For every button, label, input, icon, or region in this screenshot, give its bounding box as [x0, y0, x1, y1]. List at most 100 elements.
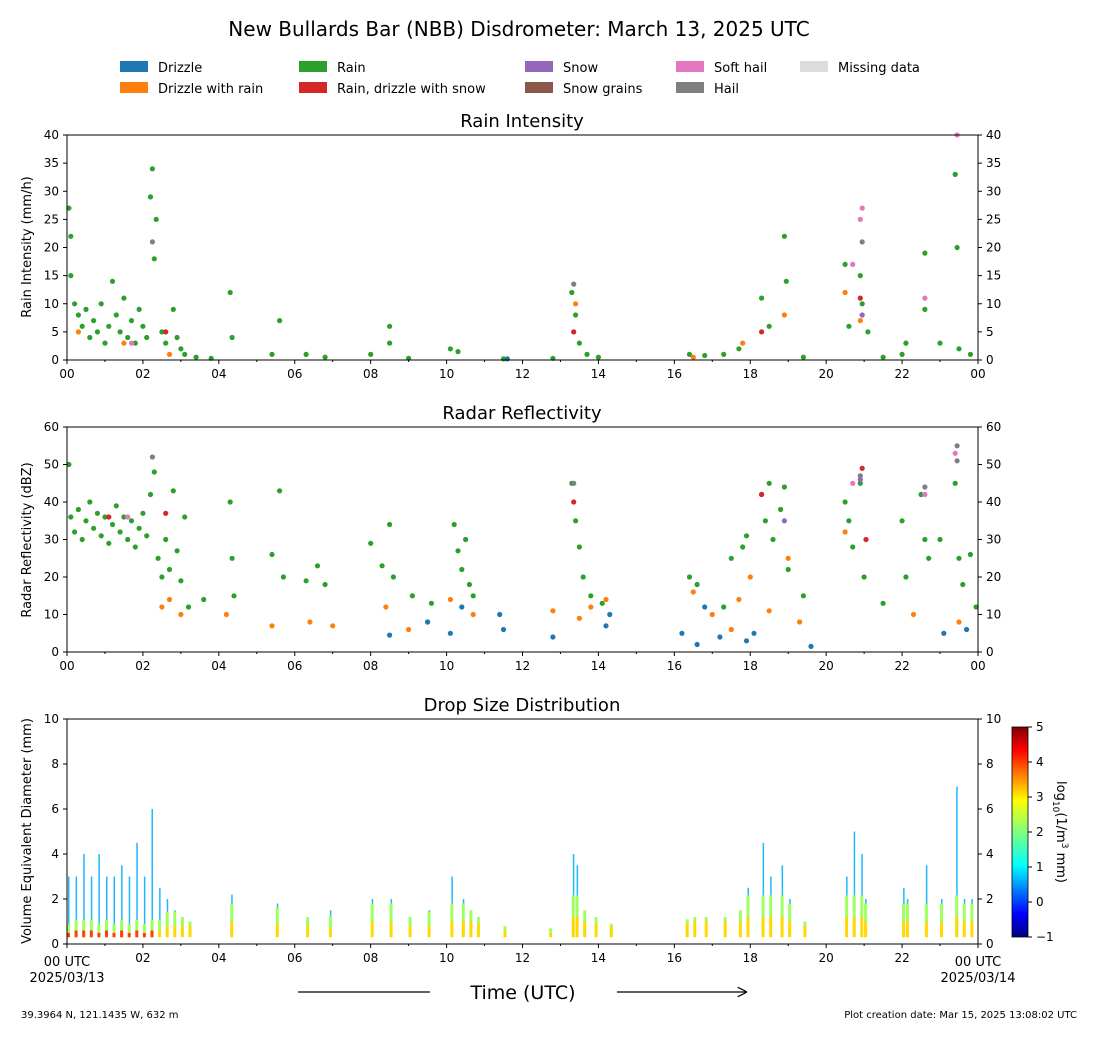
data-point	[314, 563, 321, 569]
data-point	[842, 499, 848, 505]
dsd-cell-core	[89, 930, 93, 938]
y-tick-label: 2	[51, 892, 59, 906]
data-point	[159, 329, 165, 335]
dsd-cell-tail	[762, 842, 765, 896]
data-point	[857, 295, 863, 301]
data-point	[736, 346, 742, 352]
dsd-cell-mid	[74, 919, 78, 931]
data-point	[121, 340, 127, 346]
y-tick-label-right: 15	[986, 269, 1001, 283]
dsd-cell-core	[389, 921, 393, 938]
legend-swatch	[676, 61, 704, 72]
dsd-cell-tail	[770, 876, 772, 896]
x-tick-label: 20	[819, 951, 834, 965]
dsd-cell-tail	[781, 865, 784, 896]
data-point	[857, 273, 863, 279]
data-point	[83, 518, 89, 524]
data-point	[766, 323, 772, 329]
dsd-cell-core	[769, 917, 773, 938]
data-point	[785, 555, 791, 561]
y-tick-label-right: 10	[986, 297, 1001, 311]
data-point	[922, 484, 928, 490]
dsd-cell-tail	[941, 899, 943, 904]
data-point	[842, 529, 848, 535]
dsd-cell-core	[461, 921, 465, 938]
dsd-cell-tail	[906, 899, 909, 904]
dsd-cell-core	[609, 926, 613, 938]
dsd-cell-mid	[902, 903, 906, 922]
data-point	[857, 480, 863, 486]
data-point	[679, 630, 685, 636]
data-point	[387, 340, 393, 346]
data-point	[170, 488, 176, 494]
dsd-cell-core	[503, 930, 507, 938]
data-point	[910, 611, 917, 618]
dsd-cell-core	[575, 917, 579, 938]
data-point	[571, 281, 577, 287]
dsd-cell-core	[902, 921, 906, 938]
data-point	[956, 619, 962, 625]
data-point	[588, 604, 594, 610]
data-point	[269, 551, 275, 558]
data-point	[455, 349, 461, 355]
y-tick-label: 40	[44, 495, 59, 509]
dsd-cell-tail	[861, 854, 863, 896]
dsd-cell-mid	[864, 903, 868, 922]
colorbar-ticks: −1 0 1 2 3 4 5	[1028, 720, 1054, 944]
dsd-cell-mid	[575, 895, 579, 917]
y-tick-label: 0	[51, 937, 59, 951]
y-tick-label: 40	[44, 128, 59, 142]
data-point	[595, 354, 602, 360]
data-point	[573, 518, 579, 524]
x-tick-label: 04	[211, 659, 226, 673]
y-tick-label-right: 35	[986, 156, 1001, 170]
data-point	[497, 611, 503, 618]
data-point	[121, 295, 127, 301]
data-point	[128, 318, 135, 324]
dsd-cell-core	[704, 921, 708, 938]
legend-swatch	[299, 82, 327, 93]
dsd-cell-mid	[803, 921, 807, 926]
dsd-cell-mid	[275, 907, 279, 924]
dsd-cell-mid	[142, 923, 146, 933]
dsd-cell-mid	[328, 915, 332, 929]
data-point	[303, 578, 309, 584]
dsd-cell-core	[173, 926, 177, 938]
data-point	[569, 289, 575, 296]
data-point	[781, 312, 788, 318]
data-point	[709, 611, 715, 618]
dsd-cell-tail	[428, 910, 431, 912]
data-point	[686, 351, 693, 357]
x-tick-label: 06	[287, 951, 302, 965]
data-point	[861, 574, 867, 580]
data-point	[144, 533, 150, 539]
data-point	[106, 540, 112, 546]
data-point	[368, 351, 374, 357]
dsd-cell-mid	[180, 917, 184, 926]
data-point	[571, 499, 577, 505]
dsd-cell-mid	[389, 903, 393, 922]
y-tick-label-right: 20	[986, 241, 1001, 255]
legend-swatch	[525, 61, 553, 72]
dsd-cell-mid	[158, 919, 162, 931]
data-point	[455, 548, 461, 554]
data-point	[383, 604, 389, 610]
data-point	[686, 574, 693, 580]
dsd-cell-mid	[469, 910, 473, 922]
y-tick-label-right: 30	[986, 184, 1001, 198]
data-point	[759, 329, 765, 335]
dsd-cell-tail	[971, 899, 973, 904]
data-point	[117, 529, 123, 535]
data-point	[694, 641, 700, 648]
data-point	[721, 604, 727, 610]
colorbar-tick-label: 0	[1036, 895, 1044, 909]
data-point	[762, 518, 769, 524]
data-point	[132, 544, 138, 550]
data-point	[466, 581, 472, 588]
dsd-cell-mid	[112, 923, 116, 933]
data-point	[740, 544, 746, 550]
panel1-ylabel: Rain Intensity (mm/h)	[20, 176, 35, 318]
data-point	[956, 346, 962, 352]
data-point	[603, 596, 609, 603]
y-tick-label-right: 5	[986, 325, 994, 339]
